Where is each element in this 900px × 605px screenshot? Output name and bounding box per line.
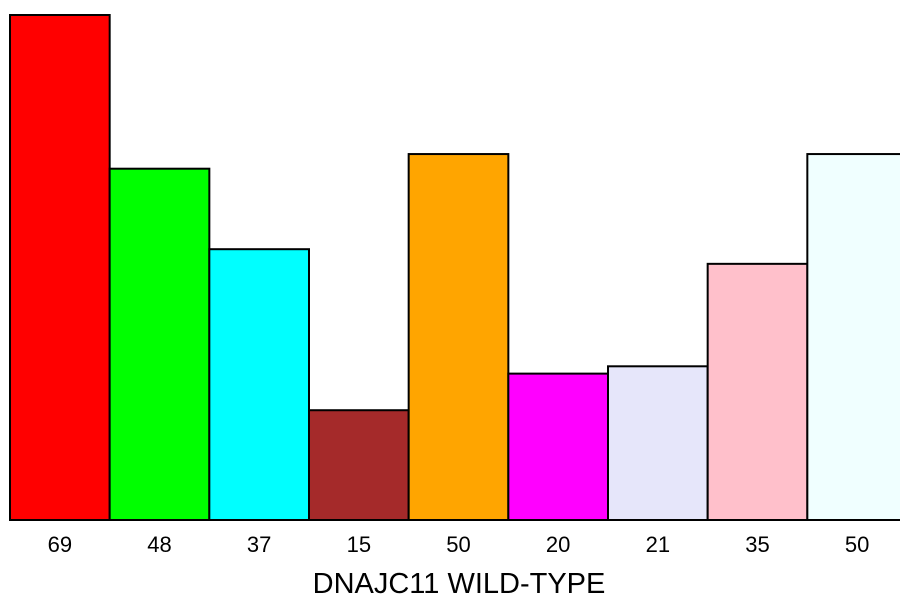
bar-8 (706, 262, 809, 521)
x-tick-label-7: 21 (646, 532, 670, 557)
x-tick-label-1: 69 (48, 532, 72, 557)
bar-2 (108, 167, 211, 521)
x-tick-label-5: 50 (446, 532, 470, 557)
x-tick-label-4: 15 (347, 532, 371, 557)
bar-5 (407, 153, 510, 521)
bar-4 (308, 409, 410, 521)
tick-labels-group: 69 48 37 15 50 20 21 35 50 (48, 532, 870, 557)
bar-1 (9, 14, 111, 521)
bar-6 (507, 372, 609, 521)
x-tick-label-9: 50 (845, 532, 869, 557)
x-axis-title: DNAJC11 WILD-TYPE (313, 568, 606, 600)
x-tick-label-6: 20 (546, 532, 570, 557)
x-tick-label-8: 35 (745, 532, 769, 557)
bar-7 (607, 365, 709, 521)
bar-9 (806, 153, 900, 521)
x-tick-label-2: 48 (147, 532, 171, 557)
bars-group (9, 14, 900, 521)
x-tick-label-3: 37 (247, 532, 271, 557)
bar-3 (208, 248, 310, 521)
